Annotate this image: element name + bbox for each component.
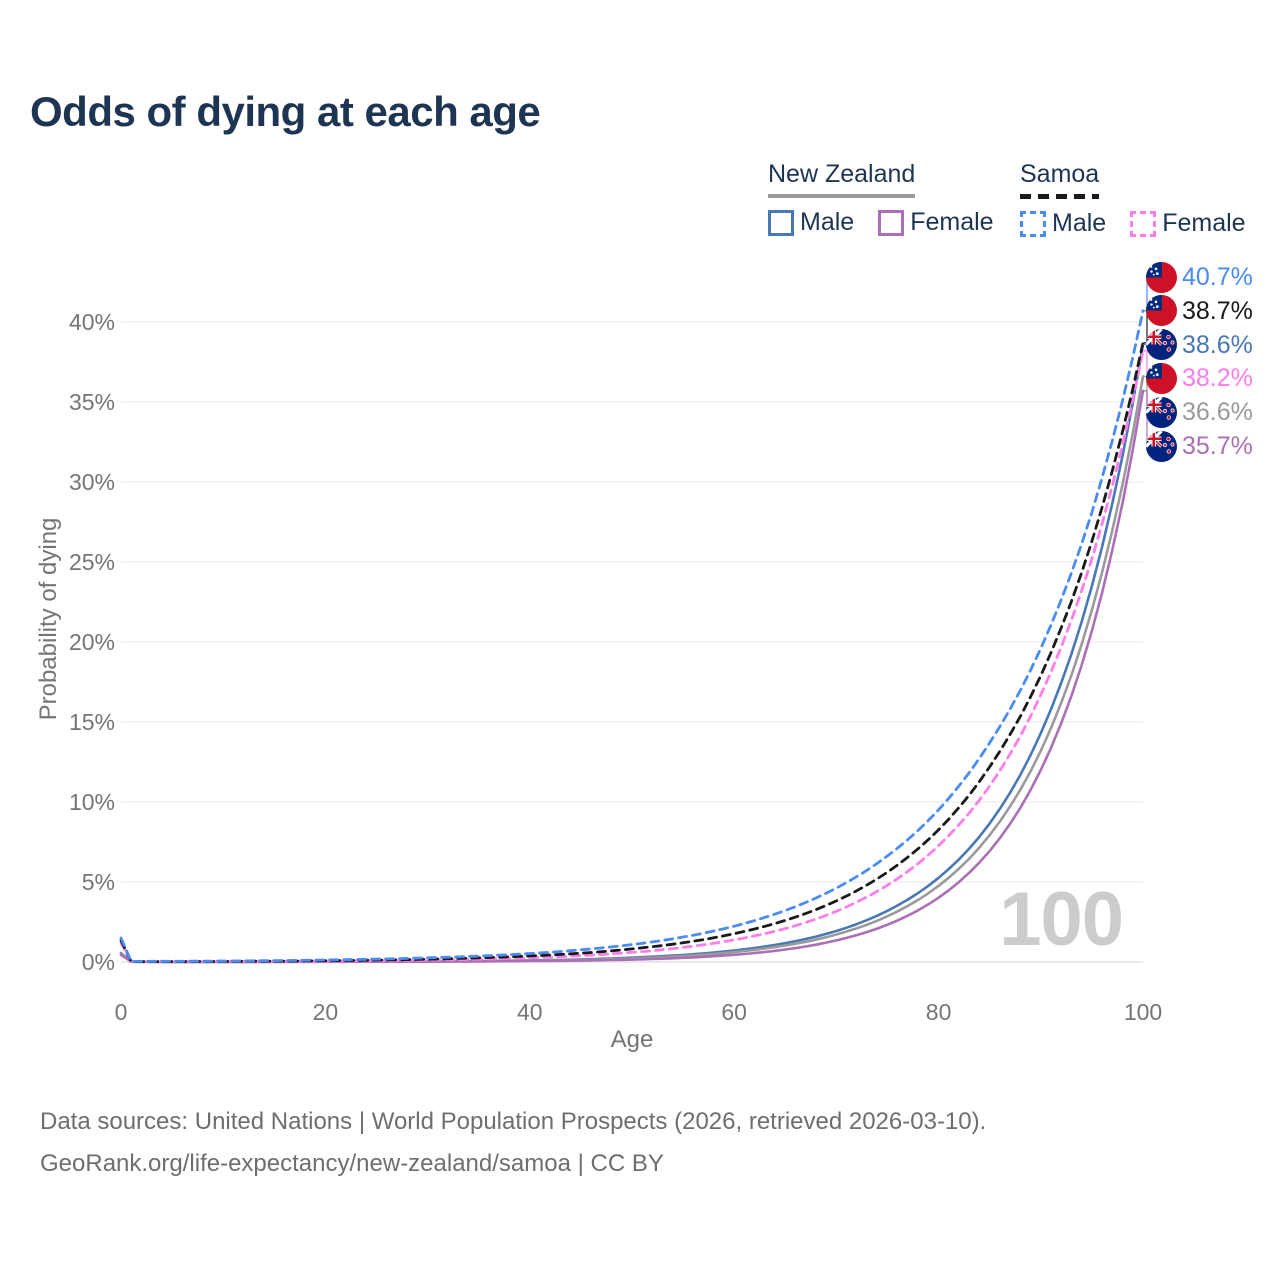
- end-label-value: 35.7%: [1182, 432, 1253, 460]
- gridlines: [121, 321, 1143, 963]
- y-tick-label: 20%: [68, 629, 115, 655]
- y-tick-label: 30%: [68, 469, 115, 495]
- end-label-new-zealand-male: 38.6%: [1146, 329, 1253, 361]
- new-zealand-flag-icon: [1146, 430, 1177, 462]
- end-label-value: 36.6%: [1182, 398, 1253, 427]
- curve-samoa-both-sexes: [119, 341, 1145, 963]
- legend-linestyle-sample-solid: [768, 194, 916, 198]
- legend-item-samoa-female[interactable]: Female: [1130, 209, 1246, 238]
- new-zealand-flag-icon: [1146, 396, 1177, 428]
- attribution-text: GeoRank.org/life-expectancy/new-zealand/…: [40, 1150, 664, 1177]
- end-label-samoa-female: 38.2%: [1146, 362, 1253, 394]
- curve-new-zealand-both-sexes: [119, 375, 1145, 964]
- y-tick-label: 10%: [68, 789, 115, 815]
- legend-item-label: Female: [1162, 209, 1246, 237]
- samoa-flag-icon: [1146, 295, 1177, 327]
- end-label-value: 40.7%: [1182, 263, 1253, 291]
- new-zealand-flag-icon: [1146, 329, 1177, 361]
- x-tick-label: 0: [114, 999, 128, 1025]
- y-tick-label: 25%: [68, 549, 115, 575]
- end-label-value: 38.7%: [1182, 296, 1253, 325]
- x-tick-label: 100: [1123, 999, 1163, 1025]
- legend-linestyle-sample-dashed: [1020, 194, 1100, 199]
- legend-checkbox-icon[interactable]: [1020, 210, 1046, 237]
- y-tick-label: 15%: [68, 709, 115, 735]
- curve-samoa-female: [119, 349, 1145, 964]
- y-tick-label: 0%: [81, 949, 115, 975]
- legend-country-label[interactable]: Samoa: [1020, 160, 1100, 188]
- legend-checkbox-icon[interactable]: [878, 209, 905, 236]
- legend-item-samoa-male[interactable]: Male: [1020, 209, 1106, 238]
- y-tick-label: 35%: [68, 389, 115, 415]
- end-label-value: 38.2%: [1182, 364, 1253, 393]
- legend-checkbox-icon[interactable]: [768, 209, 794, 236]
- x-tick-label: 80: [925, 999, 952, 1025]
- legend-item-new-zealand-male[interactable]: Male: [768, 208, 854, 237]
- end-label-new-zealand-female: 35.7%: [1146, 430, 1253, 462]
- y-tick-label: 5%: [81, 869, 115, 895]
- legend-item-new-zealand-female[interactable]: Female: [878, 208, 994, 237]
- end-label-samoa-both-sexes: 38.7%: [1146, 295, 1253, 327]
- curve-new-zealand-female: [119, 389, 1145, 964]
- legend-group-new-zealand: New Zealand Male Female: [768, 160, 994, 237]
- page-title: Odds of dying at each age: [30, 88, 541, 135]
- samoa-flag-icon: [1146, 362, 1177, 394]
- x-tick-label: 40: [517, 999, 543, 1025]
- data-source-text: Data sources: United Nations | World Pop…: [40, 1108, 987, 1135]
- curve-new-zealand-male: [119, 343, 1145, 964]
- age-counter-watermark: 100: [999, 877, 1124, 962]
- end-label-new-zealand-both-sexes: 36.6%: [1146, 396, 1253, 428]
- samoa-flag-icon: [1146, 261, 1177, 293]
- legend-item-label: Female: [910, 208, 994, 236]
- end-label-value: 38.6%: [1182, 330, 1253, 359]
- curve-samoa-male: [119, 309, 1145, 963]
- y-axis-label: Probability of dying: [35, 517, 62, 721]
- legend-group-samoa: Samoa Male Female: [1020, 160, 1246, 238]
- legend-item-label: Male: [800, 208, 855, 236]
- legend-checkbox-icon[interactable]: [1130, 210, 1157, 237]
- end-label-samoa-male: 40.7%: [1146, 261, 1253, 293]
- legend-country-label[interactable]: New Zealand: [768, 160, 916, 188]
- legend-item-label: Male: [1052, 209, 1107, 237]
- x-axis-label: Age: [610, 1026, 654, 1053]
- y-tick-label: 40%: [68, 309, 115, 335]
- x-tick-label: 60: [721, 999, 747, 1025]
- x-tick-label: 20: [312, 999, 339, 1025]
